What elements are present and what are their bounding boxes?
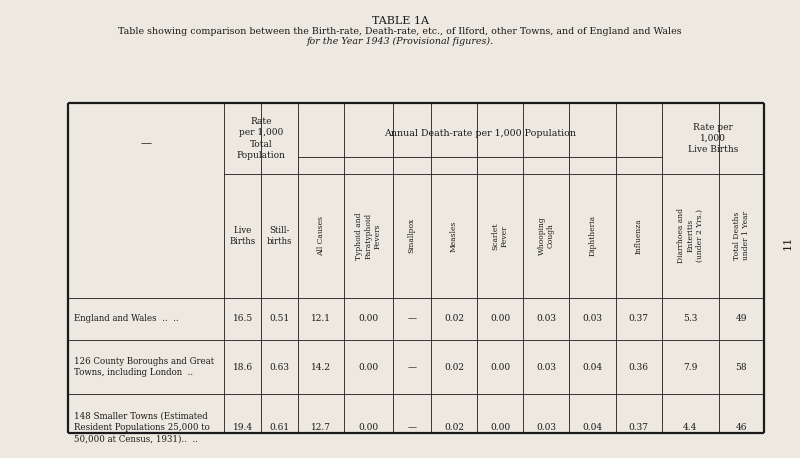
Text: 14.2: 14.2 <box>311 363 331 372</box>
Text: —: — <box>407 315 416 323</box>
Text: 46: 46 <box>735 423 747 432</box>
Text: Rate
per 1,000
Total
Population: Rate per 1,000 Total Population <box>237 117 286 160</box>
Text: 16.5: 16.5 <box>233 315 253 323</box>
Text: 5.3: 5.3 <box>683 315 698 323</box>
Text: Smallpox: Smallpox <box>408 218 416 253</box>
Text: 0.02: 0.02 <box>444 423 464 432</box>
Text: Table showing comparison between the Birth-rate, Death-rate, etc., of Ilford, ot: Table showing comparison between the Bir… <box>118 27 682 36</box>
Text: 4.4: 4.4 <box>683 423 698 432</box>
Text: 0.03: 0.03 <box>536 423 556 432</box>
Text: 7.9: 7.9 <box>683 363 698 372</box>
Text: Measles: Measles <box>450 220 458 251</box>
Text: Total Deaths
under 1 Year: Total Deaths under 1 Year <box>733 211 750 261</box>
Text: 0.02: 0.02 <box>444 315 464 323</box>
Text: Typhoid and
Paratyphoid
Fevers: Typhoid and Paratyphoid Fevers <box>355 212 382 260</box>
Text: 148 Smaller Towns (Estimated
Resident Populations 25,000 to
50,000 at Census, 19: 148 Smaller Towns (Estimated Resident Po… <box>74 412 210 443</box>
Text: 0.00: 0.00 <box>358 315 378 323</box>
Text: Whooping
Cough: Whooping Cough <box>538 217 555 255</box>
Text: 0.00: 0.00 <box>490 315 510 323</box>
Text: 0.51: 0.51 <box>270 315 290 323</box>
Text: 12.7: 12.7 <box>311 423 331 432</box>
Text: 0.00: 0.00 <box>358 363 378 372</box>
Text: England and Wales  ..  ..: England and Wales .. .. <box>74 315 179 323</box>
Text: 0.37: 0.37 <box>629 315 649 323</box>
Text: 0.61: 0.61 <box>270 423 290 432</box>
Text: 12.1: 12.1 <box>311 315 331 323</box>
Text: 49: 49 <box>735 315 747 323</box>
Text: 0.03: 0.03 <box>536 315 556 323</box>
Text: —: — <box>407 363 416 372</box>
Text: —: — <box>407 423 416 432</box>
Text: Live
Births: Live Births <box>230 226 256 246</box>
Text: 0.00: 0.00 <box>490 423 510 432</box>
Text: Rate per
1,000
Live Births: Rate per 1,000 Live Births <box>688 123 738 154</box>
Text: 0.37: 0.37 <box>629 423 649 432</box>
Text: 0.63: 0.63 <box>270 363 290 372</box>
Text: 0.02: 0.02 <box>444 363 464 372</box>
Text: 19.4: 19.4 <box>233 423 253 432</box>
Text: Scarlet
Fever: Scarlet Fever <box>491 222 509 250</box>
Text: Diphtheria: Diphtheria <box>589 215 597 256</box>
Text: 18.6: 18.6 <box>233 363 253 372</box>
Text: for the Year 1943 (Provisional figures).: for the Year 1943 (Provisional figures). <box>306 37 494 46</box>
Text: Influenza: Influenza <box>634 218 642 254</box>
Text: 11: 11 <box>783 235 793 250</box>
Text: 0.03: 0.03 <box>536 363 556 372</box>
Text: Annual Death-rate per 1,000 Population: Annual Death-rate per 1,000 Population <box>384 130 576 138</box>
Text: TABLE 1A: TABLE 1A <box>371 16 429 26</box>
Text: All Causes: All Causes <box>317 216 325 256</box>
Text: —: — <box>141 138 152 148</box>
Text: 0.04: 0.04 <box>582 423 602 432</box>
Text: 58: 58 <box>735 363 747 372</box>
Text: 0.00: 0.00 <box>490 363 510 372</box>
Text: 0.36: 0.36 <box>629 363 649 372</box>
Text: 0.04: 0.04 <box>582 363 602 372</box>
Text: Diarrhoea and
Enteritis
(under 2 Yrs.): Diarrhoea and Enteritis (under 2 Yrs.) <box>677 208 703 263</box>
Text: 0.03: 0.03 <box>582 315 602 323</box>
Text: 0.00: 0.00 <box>358 423 378 432</box>
Text: 126 County Boroughs and Great
Towns, including London  ..: 126 County Boroughs and Great Towns, inc… <box>74 357 214 377</box>
Text: Still-
births: Still- births <box>267 226 292 246</box>
